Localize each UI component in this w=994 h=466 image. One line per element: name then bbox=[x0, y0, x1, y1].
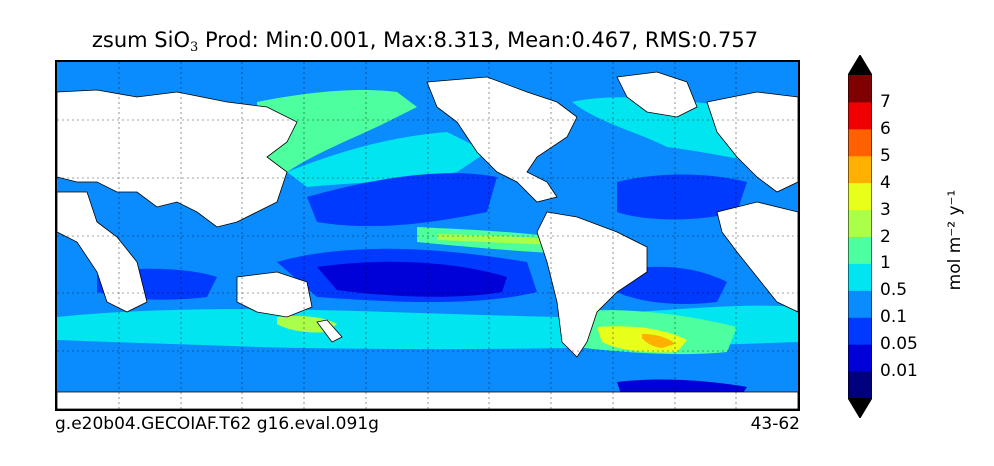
colorbar-tick-label: 0.1 bbox=[880, 307, 908, 328]
land-new-zealand bbox=[316, 319, 343, 343]
plot-title: zsum SiO3 Prod: Min:0.001, Max:8.313, Me… bbox=[0, 28, 850, 55]
land-africa-west bbox=[716, 201, 798, 313]
colorbar-tick-label: 0.05 bbox=[880, 334, 918, 355]
colorbar-band bbox=[848, 263, 872, 291]
land-europe bbox=[706, 91, 798, 193]
colorbar-ticks: 0.01 0.05 0.1 0.5 1 2 3 4 5 6 7 bbox=[880, 55, 940, 418]
field-north-pacific-mid bbox=[287, 132, 487, 187]
years-label: 43-62 bbox=[750, 414, 800, 434]
land-eurasia-west bbox=[57, 89, 298, 228]
colorbar-band bbox=[848, 182, 872, 211]
land-north-america bbox=[426, 76, 578, 203]
colorbar-tick-label: 0.5 bbox=[880, 280, 908, 301]
colorbar-graphic bbox=[848, 55, 872, 418]
map-canvas bbox=[57, 62, 798, 409]
field-north-atlantic-gyre bbox=[617, 174, 747, 220]
field-south-atlantic-gyre bbox=[617, 266, 727, 304]
colorbar-tick-label: 1 bbox=[880, 253, 891, 274]
field-equatorial-core bbox=[437, 234, 557, 245]
colorbar-band bbox=[848, 101, 872, 130]
field-north-pacific-high bbox=[257, 90, 417, 172]
colorbar-band bbox=[848, 290, 872, 318]
title-prefix: zsum SiO bbox=[91, 28, 190, 52]
land-australia bbox=[236, 271, 313, 318]
colorbar-band bbox=[848, 371, 872, 399]
colorbar-band bbox=[848, 236, 872, 264]
field-north-pacific-gyre bbox=[307, 173, 497, 227]
colorbar-band bbox=[848, 75, 872, 103]
colorbar-tick-label: 3 bbox=[880, 199, 891, 220]
colorbar-band bbox=[848, 128, 872, 157]
colorbar-unit-label: mol m⁻² y⁻¹ bbox=[930, 140, 980, 340]
land-africa-east bbox=[57, 191, 148, 313]
colorbar-tick-label: 2 bbox=[880, 226, 891, 247]
colorbar-band bbox=[848, 317, 872, 345]
land-south-america bbox=[536, 211, 648, 358]
land-greenland bbox=[616, 71, 698, 118]
field-south-pacific-gyre bbox=[317, 261, 507, 297]
colorbar-band bbox=[848, 344, 872, 372]
title-subscript: 3 bbox=[189, 40, 199, 55]
colorbar-tick-label: 4 bbox=[880, 172, 891, 193]
land-antarctica bbox=[57, 391, 798, 409]
colorbar-band bbox=[848, 155, 872, 184]
global-map bbox=[55, 60, 800, 411]
field-patagonia-peak bbox=[642, 334, 675, 348]
colorbar bbox=[848, 55, 872, 418]
graticule bbox=[57, 62, 798, 409]
colorbar-unit-text: mol m⁻² y⁻¹ bbox=[945, 189, 965, 291]
colorbar-tick-label: 6 bbox=[880, 118, 891, 139]
colorbar-tick-label: 0.01 bbox=[880, 361, 918, 382]
colorbar-tick-label: 7 bbox=[880, 91, 891, 112]
case-name-label: g.e20b04.GECOIAF.T62 g16.eval.091g bbox=[55, 414, 379, 434]
colorbar-tick-label: 5 bbox=[880, 145, 891, 166]
title-suffix: Prod: Min:0.001, Max:8.313, Mean:0.467, … bbox=[198, 28, 759, 52]
colorbar-band bbox=[848, 209, 872, 237]
colorbar-extend-min bbox=[848, 398, 872, 418]
land-masses bbox=[57, 71, 798, 409]
colorbar-extend-max bbox=[848, 55, 872, 75]
